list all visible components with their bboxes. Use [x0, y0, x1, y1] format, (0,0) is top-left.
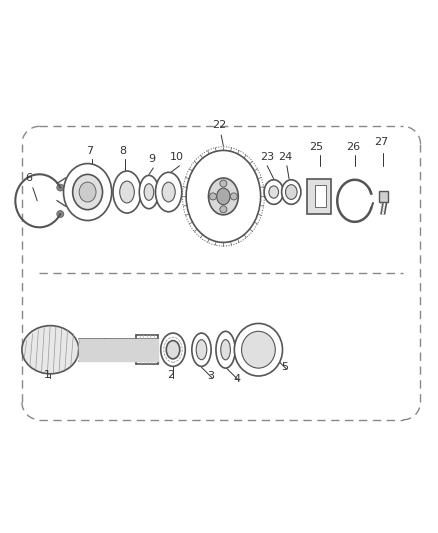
Ellipse shape — [186, 150, 261, 243]
Circle shape — [209, 193, 216, 200]
Ellipse shape — [79, 182, 96, 202]
Ellipse shape — [264, 180, 283, 204]
Ellipse shape — [120, 181, 134, 203]
Text: 5: 5 — [282, 361, 289, 372]
Ellipse shape — [286, 184, 297, 199]
Circle shape — [230, 193, 237, 200]
Circle shape — [57, 211, 64, 217]
Bar — [379, 191, 388, 201]
Text: 6: 6 — [25, 173, 32, 183]
Ellipse shape — [234, 324, 283, 376]
Text: 8: 8 — [120, 146, 127, 156]
Ellipse shape — [155, 172, 182, 212]
Ellipse shape — [64, 164, 112, 221]
Text: 23: 23 — [260, 152, 274, 162]
Ellipse shape — [22, 326, 79, 374]
Ellipse shape — [162, 182, 175, 202]
Ellipse shape — [269, 186, 279, 198]
Text: 10: 10 — [170, 152, 184, 162]
Ellipse shape — [208, 178, 238, 215]
Text: 4: 4 — [233, 374, 240, 384]
Ellipse shape — [216, 332, 235, 368]
Ellipse shape — [166, 341, 180, 359]
Ellipse shape — [241, 332, 275, 368]
Bar — [315, 185, 326, 207]
Ellipse shape — [192, 333, 211, 366]
Ellipse shape — [161, 333, 185, 366]
Ellipse shape — [282, 180, 301, 204]
Text: 9: 9 — [148, 154, 155, 164]
Ellipse shape — [113, 171, 141, 213]
Circle shape — [220, 206, 227, 213]
Text: 1: 1 — [44, 370, 51, 381]
Text: 22: 22 — [212, 120, 226, 130]
Bar — [307, 179, 331, 214]
Ellipse shape — [144, 184, 154, 200]
Text: 7: 7 — [86, 146, 93, 156]
Text: 24: 24 — [279, 152, 293, 162]
Circle shape — [220, 180, 227, 187]
Text: 25: 25 — [309, 142, 323, 152]
Ellipse shape — [196, 340, 207, 360]
Text: 27: 27 — [374, 138, 388, 147]
Text: 2: 2 — [167, 369, 174, 379]
Text: 26: 26 — [346, 142, 360, 152]
Ellipse shape — [139, 175, 159, 209]
Ellipse shape — [217, 188, 230, 205]
Ellipse shape — [73, 174, 102, 209]
Circle shape — [57, 184, 64, 191]
Ellipse shape — [221, 340, 230, 360]
Text: 3: 3 — [207, 372, 214, 381]
